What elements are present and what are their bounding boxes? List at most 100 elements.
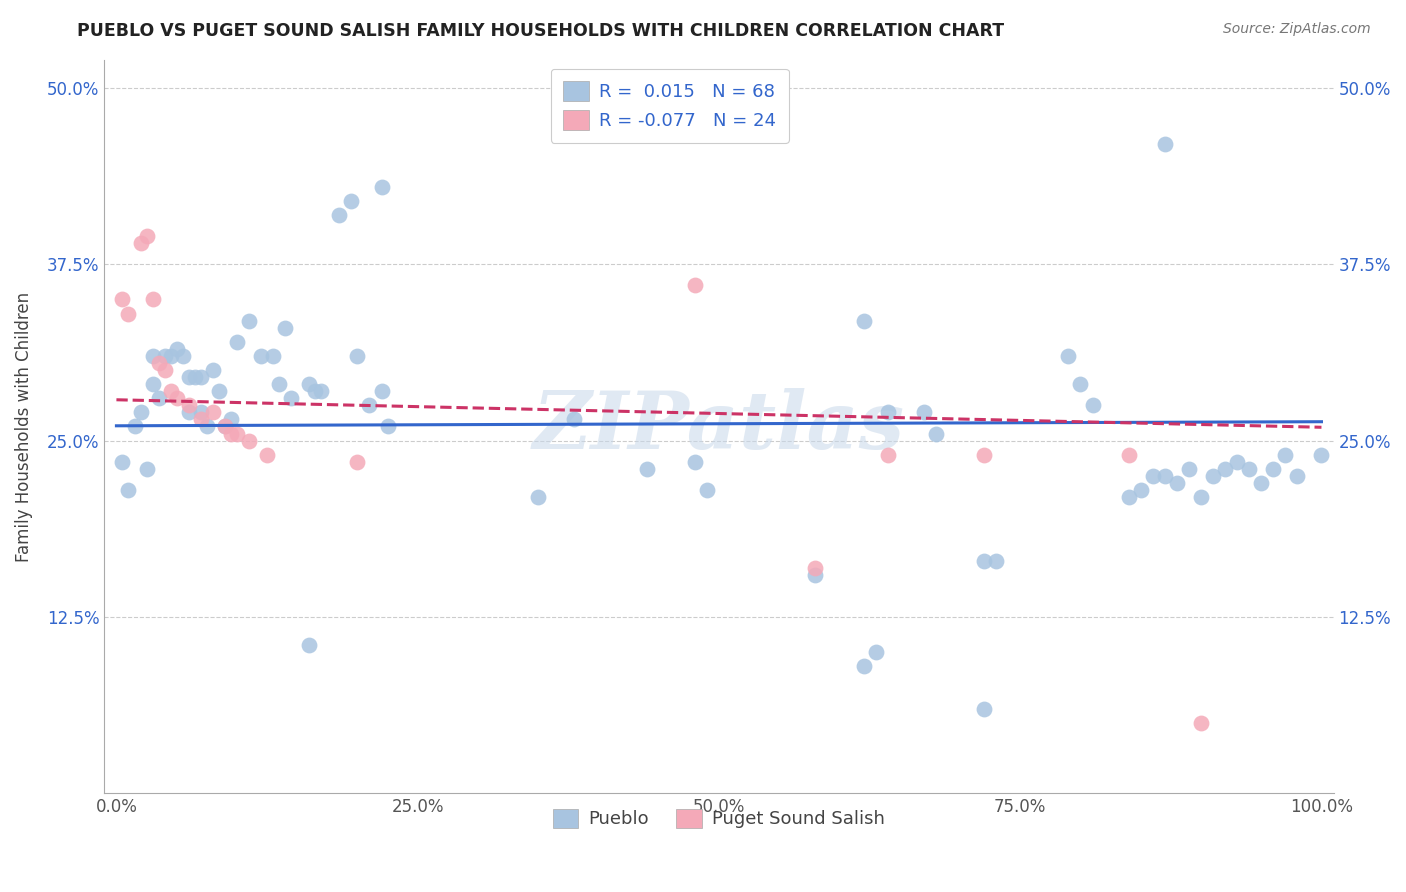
Text: PUEBLO VS PUGET SOUND SALISH FAMILY HOUSEHOLDS WITH CHILDREN CORRELATION CHART: PUEBLO VS PUGET SOUND SALISH FAMILY HOUS… bbox=[77, 22, 1004, 40]
Point bbox=[117, 483, 139, 497]
Point bbox=[256, 448, 278, 462]
Point bbox=[142, 293, 165, 307]
Point bbox=[1274, 448, 1296, 462]
Point bbox=[190, 370, 212, 384]
Point bbox=[328, 208, 350, 222]
Legend: Pueblo, Puget Sound Salish: Pueblo, Puget Sound Salish bbox=[546, 801, 893, 836]
Point bbox=[166, 391, 188, 405]
Point bbox=[527, 490, 550, 504]
Point bbox=[177, 398, 200, 412]
Point bbox=[298, 638, 321, 652]
Point bbox=[159, 384, 181, 399]
Point bbox=[214, 419, 236, 434]
Point bbox=[166, 342, 188, 356]
Point bbox=[865, 645, 887, 659]
Point bbox=[1226, 455, 1249, 469]
Point bbox=[1263, 462, 1285, 476]
Point bbox=[340, 194, 363, 208]
Point bbox=[214, 419, 236, 434]
Point bbox=[124, 419, 146, 434]
Point bbox=[117, 307, 139, 321]
Point bbox=[238, 313, 260, 327]
Point bbox=[377, 419, 399, 434]
Point bbox=[696, 483, 718, 497]
Point bbox=[1286, 468, 1309, 483]
Point bbox=[177, 405, 200, 419]
Point bbox=[973, 701, 995, 715]
Point bbox=[172, 349, 194, 363]
Point bbox=[201, 363, 224, 377]
Point bbox=[219, 412, 242, 426]
Point bbox=[912, 405, 935, 419]
Point bbox=[201, 405, 224, 419]
Point bbox=[135, 462, 157, 476]
Point bbox=[1153, 468, 1175, 483]
Point bbox=[1213, 462, 1236, 476]
Point bbox=[208, 384, 231, 399]
Point bbox=[1057, 349, 1080, 363]
Point bbox=[226, 426, 249, 441]
Point bbox=[280, 391, 302, 405]
Point bbox=[1237, 462, 1260, 476]
Point bbox=[311, 384, 333, 399]
Point bbox=[1189, 490, 1212, 504]
Point bbox=[190, 412, 212, 426]
Point bbox=[1202, 468, 1225, 483]
Point bbox=[1081, 398, 1104, 412]
Point bbox=[129, 405, 152, 419]
Point bbox=[250, 349, 273, 363]
Point bbox=[1189, 715, 1212, 730]
Point bbox=[346, 349, 368, 363]
Point bbox=[683, 278, 706, 293]
Point bbox=[984, 553, 1007, 567]
Point bbox=[1178, 462, 1201, 476]
Point bbox=[852, 659, 875, 673]
Point bbox=[111, 455, 134, 469]
Point bbox=[1129, 483, 1152, 497]
Point bbox=[1118, 448, 1140, 462]
Point bbox=[219, 426, 242, 441]
Point bbox=[142, 377, 165, 392]
Point bbox=[190, 405, 212, 419]
Point bbox=[683, 455, 706, 469]
Point bbox=[1250, 475, 1272, 490]
Point bbox=[129, 235, 152, 250]
Point bbox=[359, 398, 381, 412]
Point bbox=[562, 412, 585, 426]
Point bbox=[148, 391, 170, 405]
Point bbox=[346, 455, 368, 469]
Point bbox=[1142, 468, 1164, 483]
Point bbox=[298, 377, 321, 392]
Point bbox=[148, 356, 170, 370]
Point bbox=[153, 349, 176, 363]
Point bbox=[269, 377, 291, 392]
Point bbox=[153, 363, 176, 377]
Point bbox=[1069, 377, 1091, 392]
Point bbox=[111, 293, 134, 307]
Point bbox=[238, 434, 260, 448]
Point bbox=[184, 370, 207, 384]
Point bbox=[1310, 448, 1333, 462]
Point bbox=[636, 462, 658, 476]
Point bbox=[804, 567, 827, 582]
Point bbox=[876, 448, 898, 462]
Point bbox=[973, 553, 995, 567]
Point bbox=[925, 426, 948, 441]
Y-axis label: Family Households with Children: Family Households with Children bbox=[15, 292, 32, 562]
Point bbox=[195, 419, 218, 434]
Point bbox=[135, 229, 157, 244]
Text: Source: ZipAtlas.com: Source: ZipAtlas.com bbox=[1223, 22, 1371, 37]
Point bbox=[852, 313, 875, 327]
Point bbox=[159, 349, 181, 363]
Point bbox=[876, 405, 898, 419]
Point bbox=[804, 560, 827, 574]
Point bbox=[262, 349, 284, 363]
Point bbox=[973, 448, 995, 462]
Point bbox=[370, 179, 392, 194]
Point bbox=[304, 384, 326, 399]
Point bbox=[1166, 475, 1188, 490]
Text: ZIPatlas: ZIPatlas bbox=[533, 388, 905, 466]
Point bbox=[274, 320, 297, 334]
Point bbox=[226, 334, 249, 349]
Point bbox=[1118, 490, 1140, 504]
